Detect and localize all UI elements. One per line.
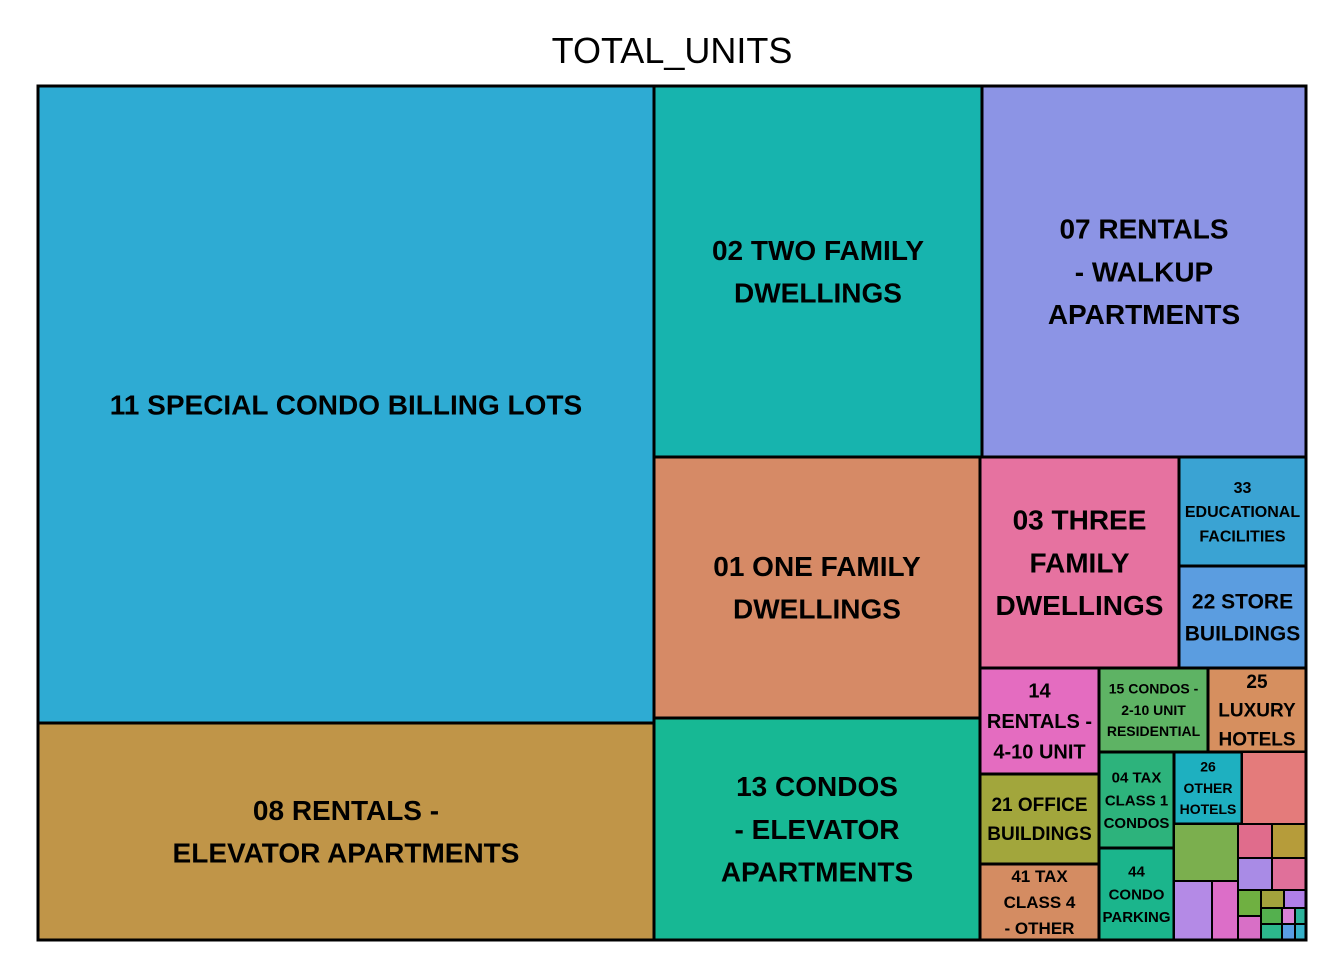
tile-15-condos-2-10-unit-residential [1097, 666, 1210, 754]
tile-label-08-rentals-elevator-apartments: 08 RENTALS -ELEVATOR APARTMENTS [173, 795, 520, 869]
tile-21-office-buildings [978, 772, 1101, 866]
chart-title: TOTAL_UNITS [551, 30, 793, 71]
tile-44-condo-parking [1097, 846, 1176, 942]
tile-label-04-tax-class-1-condos: 04 TAX CLASS 1 CONDOS [1104, 769, 1170, 832]
tile-label-25-luxury-hotels: 25 LUXURY HOTELS [1218, 672, 1296, 751]
tile-unlabeled-33 [1281, 923, 1296, 941]
tile-13-condos-elevator-apartments [652, 716, 982, 942]
tile-label-22-store-buildings: 22 STORE BUILDINGS [1185, 590, 1301, 645]
tile-unlabeled-23 [1173, 880, 1213, 941]
tile-unlabeled-27 [1260, 889, 1285, 909]
tile-label-15-condos-2-10-unit-residential: 15 CONDOS -2-10 UNIT RESIDENTIAL [1107, 681, 1201, 740]
tile-unlabeled-31 [1281, 907, 1296, 925]
tile-label-44-condo-parking: 44 CONDO PARKING [1102, 863, 1170, 926]
tile-25-luxury-hotels [1206, 666, 1308, 754]
tile-33-educational-facilities [1177, 455, 1308, 568]
tile-label-21-office-buildings: 21 OFFICE BUILDINGS [987, 795, 1092, 845]
tile-label-07-rentals-walkup-apartments: 07 RENTALS - WALKUP APARTMENTS [1048, 214, 1240, 330]
tile-01-one-family-dwellings [652, 455, 982, 720]
treemap-frame [36, 84, 1308, 942]
tile-unlabeled-21 [1237, 857, 1273, 891]
tile-label-33-educational-facilities: 33 EDUCATIONAL FACILITIES [1185, 480, 1300, 546]
tile-label-02-two-family-dwellings: 02 TWO FAMILY DWELLINGS [712, 235, 924, 309]
tile-label-01-one-family-dwellings: 01 ONE FAMILY DWELLINGS [713, 551, 921, 625]
tile-unlabeled-32 [1294, 907, 1307, 925]
tile-label-41-tax-class-4-other: 41 TAX CLASS 4- OTHER [1004, 867, 1076, 938]
tile-11-special-condo-billing-lots [36, 84, 656, 725]
tile-unlabeled-20 [1271, 823, 1307, 859]
tile-label-26-other-hotels: 26 OTHER HOTELS [1180, 759, 1237, 818]
tile-label-14-rentals-4-10-unit: 14 RENTALS -4-10 UNIT [987, 681, 1092, 764]
tile-label-13-condos-elevator-apartments: 13 CONDOS - ELEVATOR APARTMENTS [721, 771, 913, 887]
tile-unlabeled-26 [1237, 915, 1262, 941]
tile-22-store-buildings [1177, 564, 1308, 670]
tile-unlabeled-30 [1260, 923, 1283, 941]
tile-unlabeled-29 [1260, 907, 1283, 925]
tile-label-11-special-condo-billing-lots: 11 SPECIAL CONDO BILLING LOTS [110, 389, 582, 420]
tile-03-three-family-dwellings [978, 455, 1181, 670]
tile-unlabeled-25 [1237, 889, 1262, 917]
tile-unlabeled-18 [1173, 823, 1239, 882]
tile-unlabeled-19 [1237, 823, 1273, 859]
tile-unlabeled-28 [1283, 889, 1307, 909]
tile-unlabeled-22 [1271, 857, 1307, 891]
tile-unlabeled-24 [1211, 880, 1239, 941]
tile-unlabeled-17 [1241, 751, 1307, 825]
tile-08-rentals-elevator-apartments [36, 721, 656, 942]
tile-label-03-three-family-dwellings: 03 THREE FAMILY DWELLINGS [996, 505, 1164, 621]
tile-02-two-family-dwellings [652, 84, 984, 459]
tile-unlabeled-34 [1294, 923, 1307, 941]
